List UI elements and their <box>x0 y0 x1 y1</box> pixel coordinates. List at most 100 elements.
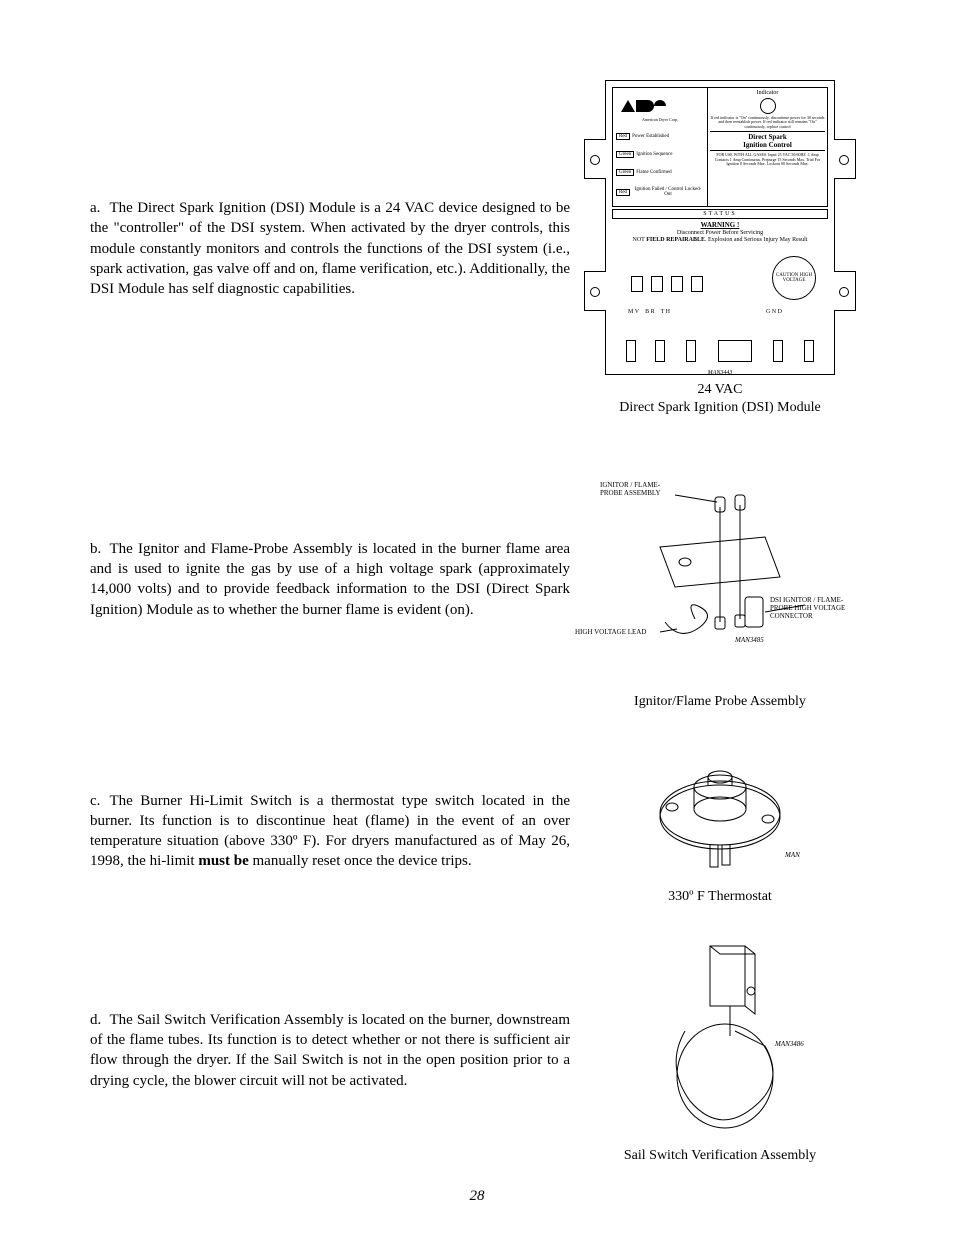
led-row-3: GreenFlame Confirmed <box>616 169 704 176</box>
body-a: The Direct Spark Ignition (DSI) Module i… <box>90 200 570 297</box>
mount-ear <box>584 271 606 311</box>
body-d: The Sail Switch Verification Assembly is… <box>90 1012 570 1089</box>
terminal-labels: M V B R T H G N D <box>628 309 782 315</box>
thermostat-svg: MAN3484 <box>640 757 800 882</box>
tlabel: M V <box>628 309 639 315</box>
tlabel: B R <box>645 309 655 315</box>
led-color: Red <box>616 189 630 196</box>
letter-a: a. <box>90 198 110 218</box>
text-c: c.The Burner Hi-Limit Switch is a thermo… <box>90 791 570 872</box>
tlabel: G N D <box>766 309 782 315</box>
row-d: d.The Sail Switch Verification Assembly … <box>90 936 864 1165</box>
led-row-2: GreenIgnition Sequence <box>616 151 704 158</box>
fig2-label-top: IGNITOR / FLAME-PROBE ASSEMBLY <box>600 482 680 497</box>
terminal-icon <box>691 276 703 292</box>
para-b: b.The Ignitor and Flame-Probe Assembly i… <box>90 539 570 620</box>
dsi-module-diagram: American Dryer Corp. RedPower Establishe… <box>605 80 835 375</box>
warning-block: WARNING ! Disconnect Power Before Servic… <box>612 221 828 245</box>
row-c: c.The Burner Hi-Limit Switch is a thermo… <box>90 757 864 906</box>
terminal-icon <box>651 276 663 292</box>
mount-hole-icon <box>839 155 849 165</box>
status-label: STATUS <box>612 209 828 219</box>
led-text: Ignition Sequence <box>636 152 672 157</box>
row-a: a.The Direct Spark Ignition (DSI) Module… <box>90 80 864 417</box>
para-c: c.The Burner Hi-Limit Switch is a thermo… <box>90 791 570 872</box>
letter-b: b. <box>90 539 110 559</box>
warn-line2c: . Explosion and Serious Injury May Resul… <box>705 237 808 243</box>
fig3-man-svgtext: MAN3484 <box>784 851 800 859</box>
led-color: Red <box>616 133 630 140</box>
warn-line2a: NOT <box>633 237 647 243</box>
page: a.The Direct Spark Ignition (DSI) Module… <box>0 0 954 1235</box>
man-number: MAN3443 <box>606 370 834 376</box>
slot-icon <box>773 340 783 362</box>
mount-hole-icon <box>590 155 600 165</box>
indicator-note: If red indicator is "On" continuously, d… <box>710 116 825 129</box>
terminal-icon <box>671 276 683 292</box>
sail-switch-diagram: MAN3486 <box>635 936 805 1141</box>
caption-a-2: Direct Spark Ignition (DSI) Module <box>619 400 820 415</box>
slot-icon <box>655 340 665 362</box>
slot-icon <box>626 340 636 362</box>
led-row-4: RedIgnition Failed / Control Locked-Out <box>616 187 704 197</box>
sail-switch-svg: MAN3486 <box>635 936 805 1141</box>
terminal-row-1 <box>631 276 703 292</box>
caption-c: 330º F Thermostat <box>590 888 850 906</box>
text-a: a.The Direct Spark Ignition (DSI) Module… <box>90 198 570 299</box>
led-text: Ignition Failed / Control Locked-Out <box>632 187 704 197</box>
letter-c: c. <box>90 791 110 811</box>
dsi-title-2: Ignition Control <box>743 141 792 149</box>
adc-logo-sub: American Dryer Corp. <box>616 117 704 122</box>
body-c-bold: must be <box>198 853 248 869</box>
adc-logo: American Dryer Corp. <box>616 97 704 122</box>
fig2-man: MAN3485 <box>735 637 764 645</box>
caution-stamp-icon: CAUTION HIGH VOLTAGE <box>772 256 816 300</box>
module-top-panel: American Dryer Corp. RedPower Establishe… <box>612 87 828 207</box>
caution-text: CAUTION HIGH VOLTAGE <box>773 273 815 283</box>
para-d: d.The Sail Switch Verification Assembly … <box>90 1010 570 1091</box>
warning-title: WARNING ! <box>701 221 740 229</box>
terminal-icon <box>631 276 643 292</box>
tlabel: T H <box>661 309 670 315</box>
usage-note: FOR USE WITH ALL GASES. Input 25 VAC 50/… <box>710 153 825 166</box>
caption-a-1: 24 VAC <box>697 382 742 397</box>
module-top-left: American Dryer Corp. RedPower Establishe… <box>613 88 708 206</box>
led-row-1: RedPower Established <box>616 133 704 140</box>
body-c-2: manually reset once the device trips. <box>249 853 472 869</box>
page-number: 28 <box>0 1188 954 1205</box>
caption-b: Ignitor/Flame Probe Assembly <box>590 693 850 711</box>
adc-logo-icon <box>616 97 676 117</box>
figure-c: MAN3484 330º F Thermostat <box>590 757 850 906</box>
module-top-right: Indicator If red indicator is "On" conti… <box>708 88 827 206</box>
mount-ear <box>834 271 856 311</box>
led-text: Power Established <box>632 134 669 139</box>
terminal-row-2 <box>626 340 814 362</box>
indicator-circle-icon <box>760 98 776 114</box>
fig4-man-svgtext: MAN3486 <box>774 1040 804 1048</box>
mount-ear <box>584 139 606 179</box>
fig2-label-right: DSI IGNITOR / FLAME-PROBE HIGH VOLTAGE C… <box>770 597 860 620</box>
warn-line2b: FIELD REPAIRABLE <box>646 237 705 243</box>
mount-ear <box>834 139 856 179</box>
text-b: b.The Ignitor and Flame-Probe Assembly i… <box>90 539 570 620</box>
figure-a: American Dryer Corp. RedPower Establishe… <box>590 80 850 417</box>
figure-d: MAN3486 Sail Switch Verification Assembl… <box>590 936 850 1165</box>
led-color: Green <box>616 151 634 158</box>
fig2-label-left: HIGH VOLTAGE LEAD <box>575 629 655 637</box>
led-color: Green <box>616 169 634 176</box>
ignitor-diagram: IGNITOR / FLAME-PROBE ASSEMBLY DSI IGNIT… <box>605 447 835 687</box>
body-b: The Ignitor and Flame-Probe Assembly is … <box>90 541 570 618</box>
row-b: b.The Ignitor and Flame-Probe Assembly i… <box>90 447 864 711</box>
dsi-title-1: Direct Spark <box>748 133 787 141</box>
indicator-label: Indicator <box>757 90 779 96</box>
warn-line1: Disconnect Power Before Servicing <box>677 230 763 236</box>
figure-b: IGNITOR / FLAME-PROBE ASSEMBLY DSI IGNIT… <box>590 447 850 711</box>
led-text: Flame Confirmed <box>636 170 671 175</box>
caption-d: Sail Switch Verification Assembly <box>590 1147 850 1165</box>
caption-a: 24 VAC Direct Spark Ignition (DSI) Modul… <box>590 381 850 417</box>
slot-icon <box>686 340 696 362</box>
thermostat-diagram: MAN3484 <box>640 757 800 882</box>
text-d: d.The Sail Switch Verification Assembly … <box>90 1010 570 1091</box>
mount-hole-icon <box>839 287 849 297</box>
dsi-title: Direct Spark Ignition Control <box>710 131 825 151</box>
